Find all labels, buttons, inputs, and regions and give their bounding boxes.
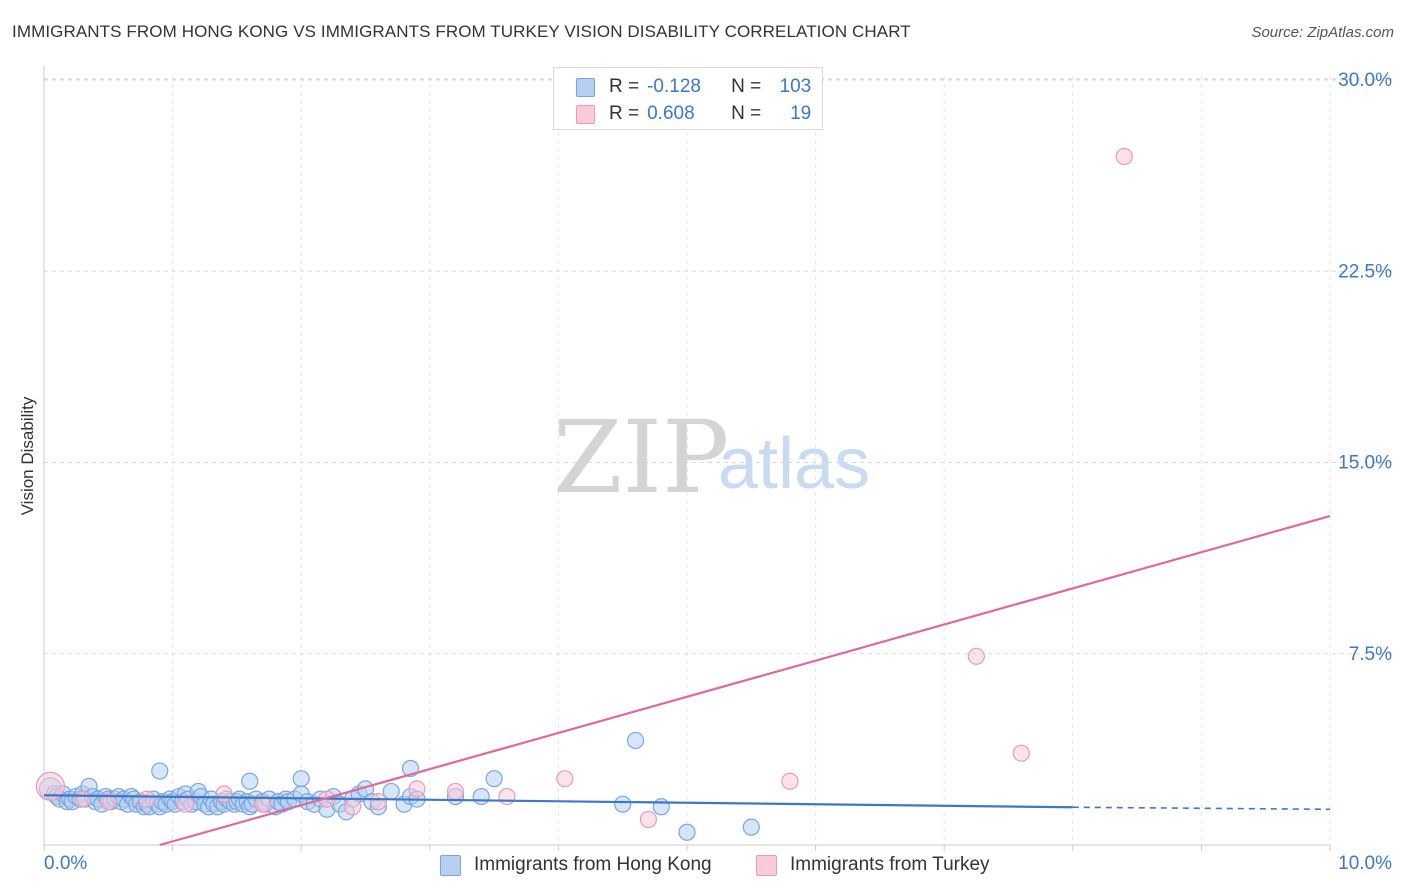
turkey-point xyxy=(344,798,362,816)
legend-label-hong-kong: Immigrants from Hong Kong xyxy=(474,854,712,875)
data-points xyxy=(35,147,1133,841)
hong-kong-point xyxy=(485,770,503,788)
n-value: 19 xyxy=(790,103,812,124)
y-tick-label: 15.0% xyxy=(1338,453,1392,474)
hong-kong-point xyxy=(626,731,645,750)
hong-kong-point xyxy=(241,772,259,790)
n-label: N = xyxy=(731,76,762,97)
turkey-point xyxy=(408,780,426,798)
legend-item-hong-kong[interactable]: Immigrants from Hong Kong xyxy=(440,852,712,878)
turkey-point xyxy=(446,782,465,801)
y-tick-label: 30.0% xyxy=(1338,70,1392,91)
turkey-point xyxy=(254,795,272,813)
legend-label-turkey: Immigrants from Turkey xyxy=(790,854,990,875)
y-axis-title: Vision Disability xyxy=(18,396,37,516)
turkey-point xyxy=(369,793,387,811)
turkey-point xyxy=(1115,147,1133,166)
turkey-legend-icon xyxy=(756,854,777,876)
grid-lines xyxy=(44,76,1392,845)
turkey-point xyxy=(967,647,985,665)
turkey-point xyxy=(639,810,658,829)
turkey-point xyxy=(556,770,574,788)
r-label: R = xyxy=(609,76,640,97)
legend-item-turkey[interactable]: Immigrants from Turkey xyxy=(756,852,990,878)
hong-kong-point xyxy=(614,795,632,813)
correlation-legend: R = -0.128 N = 103 R = 0.608 N = 19 xyxy=(553,67,823,130)
turkey-swatch-icon xyxy=(576,104,595,124)
watermark: ZIP atlas xyxy=(553,399,870,516)
r-value: 0.608 xyxy=(647,103,695,124)
turkey-point xyxy=(138,790,156,808)
hong-kong-trendline-extension xyxy=(1072,806,1331,811)
hong-kong-point xyxy=(652,798,670,816)
watermark-zip: ZIP xyxy=(553,399,729,516)
turkey-point xyxy=(176,795,195,813)
hong-kong-swatch-icon xyxy=(576,77,595,97)
axes xyxy=(43,66,1331,851)
x-tick-label: 10.0% xyxy=(1338,853,1392,874)
trend-lines xyxy=(43,514,1331,847)
y-tick-label: 7.5% xyxy=(1349,644,1392,665)
legend-row-hong-kong: R = -0.128 N = 103 xyxy=(576,74,811,100)
turkey-point xyxy=(1012,744,1030,762)
hong-kong-trendline xyxy=(43,794,1073,809)
source-credit: Source: ZipAtlas.com xyxy=(1251,24,1394,41)
n-label: N = xyxy=(731,103,762,124)
turkey-point xyxy=(498,787,516,806)
hong-kong-point xyxy=(742,818,760,836)
n-value: 103 xyxy=(779,76,812,97)
turkey-point xyxy=(73,790,92,808)
hong-kong-legend-icon xyxy=(440,854,461,876)
chart-title: IMMIGRANTS FROM HONG KONG VS IMMIGRANTS … xyxy=(12,22,911,41)
hong-kong-point xyxy=(678,823,696,841)
hong-kong-point xyxy=(151,762,169,780)
turkey-point xyxy=(781,772,799,790)
turkey-point xyxy=(35,771,66,801)
turkey-trendline xyxy=(159,514,1331,847)
y-tick-label: 22.5% xyxy=(1338,261,1392,282)
legend-row-turkey: R = 0.608 N = 19 xyxy=(576,101,811,127)
watermark-atlas: atlas xyxy=(718,424,870,504)
hong-kong-point xyxy=(292,770,310,788)
r-value: -0.128 xyxy=(647,76,701,97)
hong-kong-point xyxy=(472,787,490,806)
r-label: R = xyxy=(609,103,640,124)
turkey-point xyxy=(99,793,117,811)
x-tick-label: 0.0% xyxy=(44,853,87,874)
turkey-point xyxy=(215,785,233,803)
tick-labels: 7.5% 15.0% 22.5% 30.0% 0.0% 10.0% xyxy=(44,70,1392,874)
